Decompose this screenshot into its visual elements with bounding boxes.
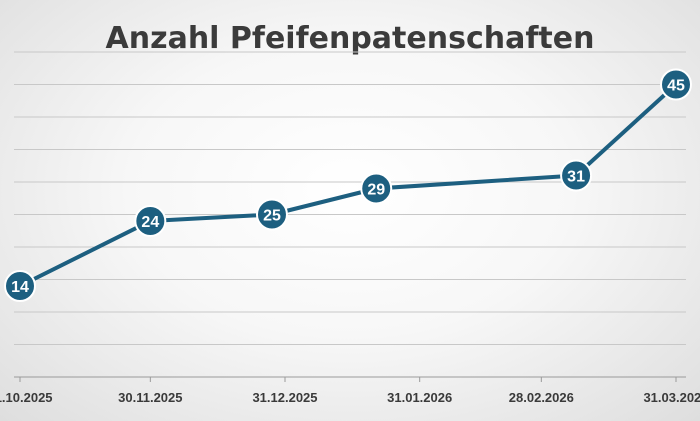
data-label: 24 (141, 214, 159, 231)
data-label: 25 (263, 208, 281, 225)
x-axis: 31.10.2025 30.11.2025 31.12.2025 31.01.2026… (0, 376, 700, 405)
data-label: 14 (11, 279, 29, 296)
x-tick-label: 31.03.2026 (643, 390, 700, 405)
data-point-marker[interactable] (360, 172, 393, 205)
x-tick-label: 30.11.2025 (118, 390, 182, 405)
x-tick-label: 31.10.2025 (0, 390, 53, 405)
data-label: 45 (667, 78, 685, 95)
series-layer: 14 24 25 29 31 45 (4, 68, 692, 302)
x-tick-label: 28.02.2026 (509, 390, 574, 405)
chart-title: Anzahl Pfeifenpatenschaften (106, 21, 595, 56)
data-point-marker[interactable] (560, 159, 593, 192)
series-line (18, 82, 678, 288)
data-point-marker[interactable] (4, 270, 36, 302)
gridlines (14, 51, 686, 345)
data-label: 31 (567, 169, 585, 186)
data-label: 29 (367, 182, 385, 199)
data-point-marker[interactable] (660, 68, 692, 101)
data-point-marker[interactable] (255, 198, 288, 231)
data-point-marker[interactable] (134, 205, 167, 237)
x-tick-label: 31.01.2026 (387, 390, 452, 405)
x-tick-label: 31.12.2025 (252, 390, 317, 405)
